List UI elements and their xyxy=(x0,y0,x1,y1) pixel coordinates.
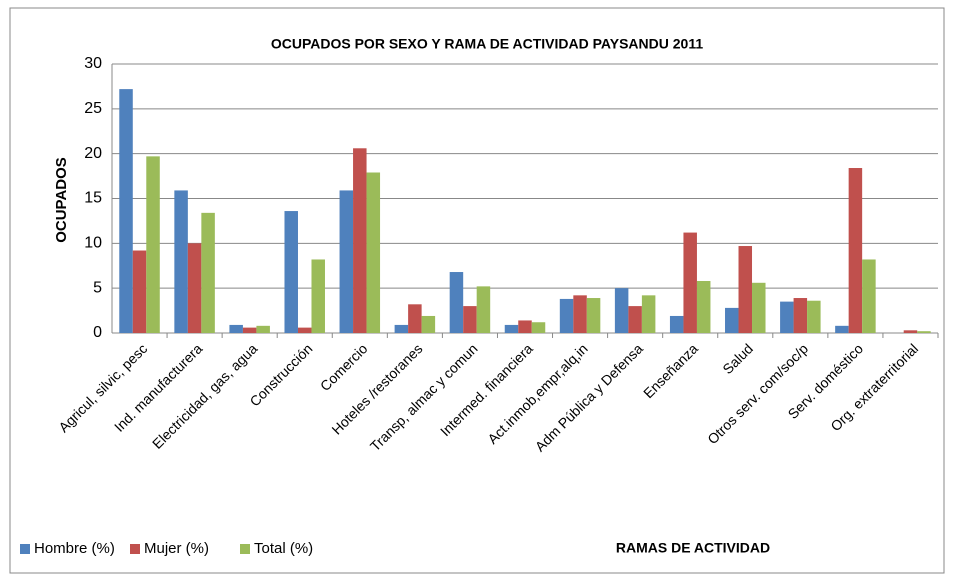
bar xyxy=(683,232,697,333)
bar xyxy=(242,327,257,333)
bar xyxy=(848,168,863,333)
bar xyxy=(531,322,546,333)
legend-label: Total (%) xyxy=(254,540,313,557)
legend-swatch xyxy=(240,544,250,554)
bar xyxy=(780,301,794,333)
y-tick-label: 10 xyxy=(84,235,102,252)
legend-swatch xyxy=(20,544,30,554)
bar xyxy=(394,324,409,333)
bar xyxy=(696,280,711,333)
bar xyxy=(132,250,147,333)
bar xyxy=(669,315,684,333)
bar xyxy=(738,246,753,333)
bar xyxy=(174,190,188,333)
bar xyxy=(297,327,312,333)
bar xyxy=(793,298,808,333)
bar xyxy=(339,190,354,333)
chart-title: OCUPADOS POR SEXO Y RAMA DE ACTIVIDAD PA… xyxy=(271,36,703,52)
bar xyxy=(725,307,739,333)
bar xyxy=(586,298,601,333)
y-axis-title: OCUPADOS xyxy=(53,157,70,243)
bar xyxy=(463,306,477,333)
y-tick-label: 25 xyxy=(84,100,102,117)
bar xyxy=(835,325,849,333)
bar xyxy=(408,304,422,333)
bar xyxy=(518,320,532,333)
bar xyxy=(229,324,243,333)
bar xyxy=(256,325,270,333)
y-tick-label: 5 xyxy=(93,279,102,296)
bar xyxy=(559,298,574,333)
legend-label: Mujer (%) xyxy=(144,540,209,557)
bar xyxy=(752,282,766,333)
y-tick-label: 15 xyxy=(84,190,102,207)
y-tick-label: 30 xyxy=(84,55,102,72)
bar xyxy=(641,295,656,333)
bar xyxy=(614,288,629,333)
bar xyxy=(284,211,298,333)
x-axis-title: RAMAS DE ACTIVIDAD xyxy=(616,540,770,556)
bar xyxy=(862,259,876,333)
bar xyxy=(807,300,821,333)
bar xyxy=(628,306,642,333)
legend-label: Hombre (%) xyxy=(34,540,115,557)
bar xyxy=(311,259,325,333)
legend-swatch xyxy=(130,544,140,554)
bar xyxy=(903,330,918,333)
bar xyxy=(421,315,436,333)
bar xyxy=(187,243,202,333)
bar xyxy=(366,172,381,333)
y-tick-label: 0 xyxy=(93,324,102,341)
bar xyxy=(573,295,587,333)
bar xyxy=(201,212,215,333)
bar xyxy=(504,324,519,333)
y-tick-label: 20 xyxy=(84,145,102,162)
bar xyxy=(449,272,464,333)
bar xyxy=(119,89,133,334)
bar xyxy=(353,148,367,333)
bar xyxy=(146,156,160,333)
bar xyxy=(917,331,931,333)
bar xyxy=(476,286,491,333)
